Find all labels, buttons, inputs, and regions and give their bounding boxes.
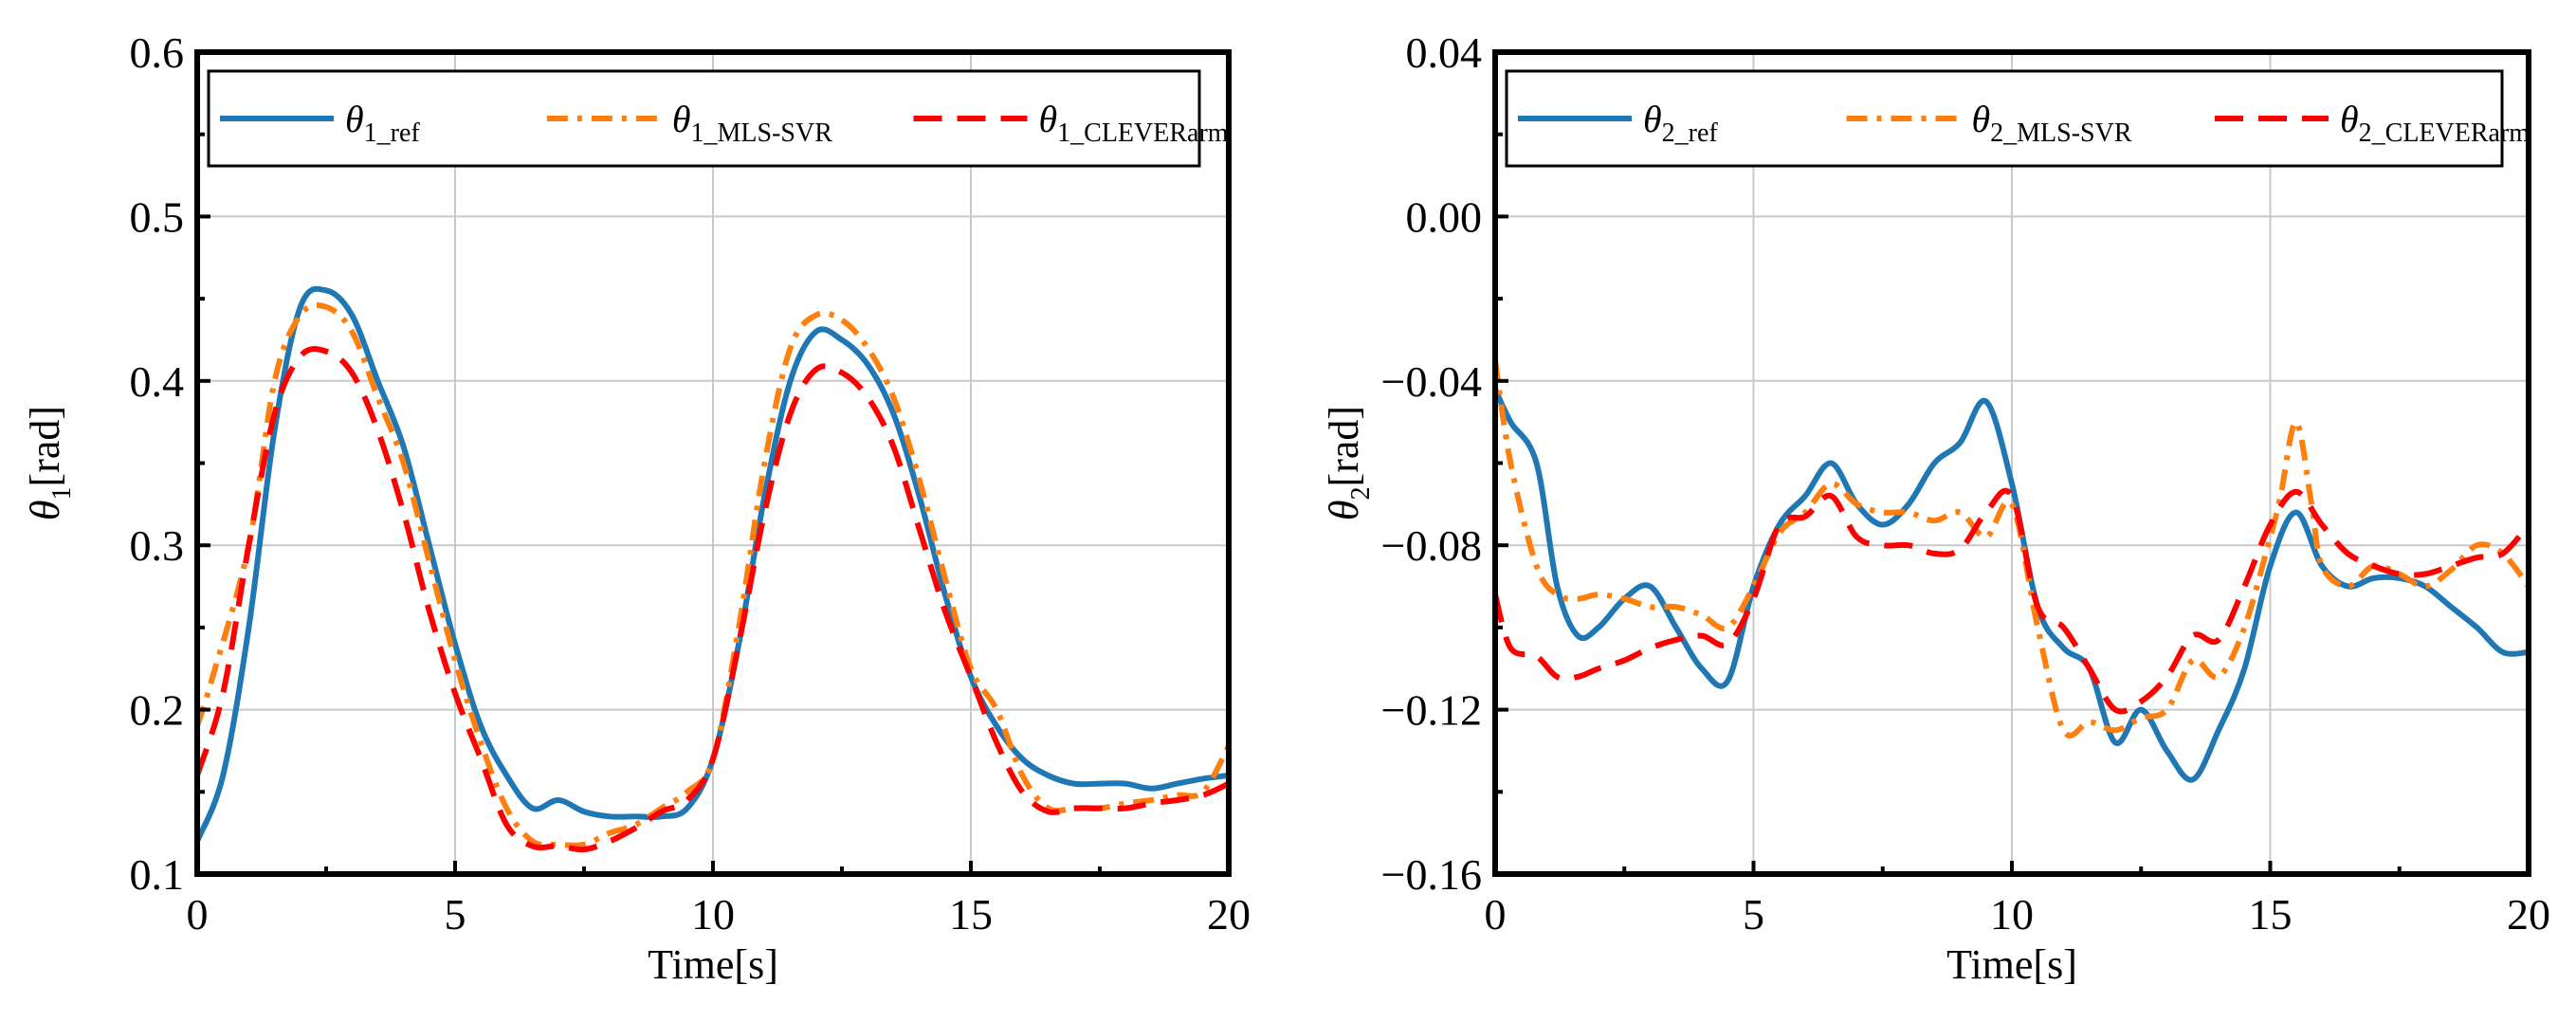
- x-axis-title: Time[s]: [1946, 941, 2077, 988]
- y-tick-label: −0.04: [1381, 357, 1482, 406]
- y-tick-label: −0.16: [1381, 850, 1482, 899]
- x-tick-label: 10: [691, 890, 735, 939]
- y-tick-label: 0.04: [1406, 28, 1483, 77]
- x-tick-label: 0: [187, 890, 209, 939]
- x-tick-label: 10: [1990, 890, 2034, 939]
- x-tick-label: 0: [1485, 890, 1507, 939]
- x-tick-label: 15: [949, 890, 993, 939]
- y-tick-label: −0.12: [1381, 686, 1482, 735]
- legend-label: θ2_CLEVERarm: [2340, 98, 2530, 148]
- legend-box: [1505, 69, 2504, 168]
- series-line-2-cleverarm: [1495, 487, 2529, 715]
- series-line-1-cleverarm: [197, 345, 1229, 853]
- legend-box: [207, 69, 1201, 168]
- legend: θ2_ref θ2_MLS-SVR θ2_CLEVERarm: [1505, 69, 2530, 168]
- x-tick-label: 5: [1743, 890, 1764, 939]
- legend-label: θ2_ref: [1643, 98, 1718, 148]
- legend-label: θ2_MLS-SVR: [1972, 98, 2132, 148]
- x-tick-label: 20: [1207, 890, 1251, 939]
- right-chart-panel: 0 5 10 15 20 −0.16 −0.12 −0.08 −0.04 0.00 0.04 Time…: [1321, 28, 2550, 988]
- legend-label: θ1_ref: [345, 98, 420, 148]
- series-line-2-ref: [1495, 388, 2529, 783]
- y-tick-label: 0.6: [130, 28, 185, 77]
- left-chart-panel: 0 5 10 15 20 0.1 0.2 0.3 0.4 0.5 0.6 Time[s] θ1[rad]…: [22, 28, 1251, 988]
- y-tick-label: 0.00: [1406, 192, 1483, 241]
- y-tick-label: 0.2: [130, 686, 185, 735]
- y-tick-label: 0.4: [130, 357, 185, 406]
- x-tick-label: 15: [2249, 890, 2293, 939]
- x-tick-label: 20: [2507, 890, 2550, 939]
- y-tick-label: −0.08: [1381, 521, 1482, 570]
- legend: θ1_ref θ1_MLS-SVR θ1_CLEVERarm: [207, 69, 1229, 168]
- legend-label: θ1_MLS-SVR: [672, 98, 832, 148]
- y-axis-title: θ2[rad]: [1321, 406, 1376, 520]
- legend-label: θ1_CLEVERarm: [1039, 98, 1229, 148]
- y-axis-title: θ1[rad]: [22, 406, 77, 520]
- y-tick-label: 0.1: [130, 850, 185, 899]
- y-tick-label: 0.3: [130, 521, 185, 570]
- y-tick-label: 0.5: [130, 192, 185, 241]
- x-tick-label: 5: [445, 890, 466, 939]
- x-axis-title: Time[s]: [648, 941, 778, 988]
